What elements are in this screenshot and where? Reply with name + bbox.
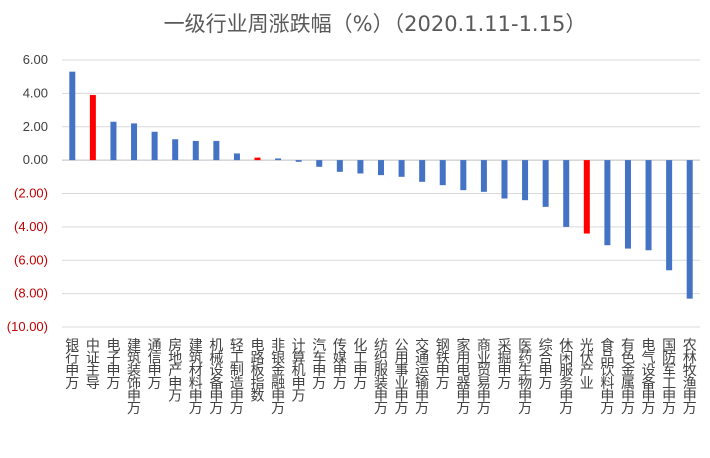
x-tick-label: 农林牧渔申万 (683, 338, 697, 417)
bar (583, 160, 590, 234)
x-tick-label: 综合申万 (539, 338, 553, 392)
x-tick-label: 中证主导 (86, 338, 100, 392)
x-tick-label: 商业贸易申万 (477, 338, 491, 417)
bar (213, 140, 220, 161)
x-tick-label: 采掘申万 (497, 338, 511, 392)
bar (316, 160, 323, 167)
y-tick-label: (8.00) (14, 286, 48, 301)
bar (336, 160, 343, 172)
bar (69, 71, 76, 161)
x-tick-label: 建筑装饰申万 (127, 338, 141, 417)
y-tick-label: (4.00) (14, 219, 48, 234)
bar (542, 160, 549, 207)
bar (275, 158, 282, 161)
bar (480, 160, 487, 192)
x-tick-label: 机械设备申万 (209, 338, 223, 417)
x-tick-label: 通信申万 (148, 338, 162, 392)
y-tick-label: 4.00 (23, 85, 48, 100)
x-tick-label: 电路板指数 (251, 338, 265, 404)
x-tick-label: 休闲服务申万 (559, 338, 573, 417)
y-tick-label: 0.00 (23, 152, 48, 167)
x-tick-label: 传媒申万 (333, 338, 347, 392)
x-tick-label: 公用事业申万 (395, 338, 409, 417)
bar (357, 160, 364, 174)
x-tick-label: 计算机申万 (292, 338, 306, 404)
bar (522, 160, 529, 201)
bar (604, 160, 611, 246)
y-tick-label: (6.00) (14, 252, 48, 267)
bar (398, 160, 405, 177)
x-tick-label: 建筑材料申万 (189, 338, 203, 417)
bar (151, 131, 158, 161)
x-axis-labels: 银行申万中证主导电子申万建筑装饰申万通信申万房地产申万建筑材料申万机械设备申万轻… (65, 337, 696, 417)
y-axis: 6.00 4.00 2.00 0.00 (2.00) (4.00) (6.00) (8.00)… (7, 52, 48, 334)
bar (254, 157, 261, 161)
x-tick-label: 家用电器申万 (456, 337, 470, 417)
bar (172, 139, 179, 161)
y-tick-label: 6.00 (23, 52, 48, 67)
x-tick-label: 银行申万 (65, 338, 79, 392)
x-tick-label: 食品饮料申万 (600, 337, 614, 417)
x-tick-label: 化工申万 (353, 338, 367, 392)
bar (110, 121, 117, 161)
chart-title: 一级行业周涨跌幅（%）（2020.1.11-1.15） (164, 12, 587, 36)
bar (460, 160, 467, 191)
bar (666, 160, 673, 271)
x-tick-label: 光伏产业 (580, 338, 594, 392)
bar (233, 153, 240, 161)
bar (686, 160, 693, 299)
bar (378, 160, 384, 176)
grid-lines (62, 59, 700, 328)
y-tick-label: (10.00) (7, 319, 48, 334)
bar (295, 160, 302, 162)
x-tick-label: 纺织服装申万 (374, 338, 388, 417)
x-tick-label: 非银金融申万 (271, 338, 285, 417)
bar (419, 160, 426, 182)
x-tick-label: 房地产申万 (168, 338, 182, 404)
bar (89, 95, 96, 161)
bar (645, 160, 652, 251)
x-tick-label: 轻工制造申万 (230, 338, 244, 417)
bar (624, 160, 631, 249)
bar (131, 123, 138, 161)
x-tick-label: 交通运输申万 (415, 337, 429, 417)
bar (439, 160, 446, 186)
bars (69, 71, 693, 299)
y-tick-label: 2.00 (23, 119, 48, 134)
y-tick-label: (2.00) (14, 186, 48, 201)
bar (192, 140, 199, 161)
x-tick-label: 国防军工申万 (662, 338, 676, 417)
bar (563, 160, 570, 227)
x-tick-label: 医药生物申万 (518, 338, 532, 417)
x-tick-label: 汽车申万 (312, 338, 326, 392)
x-tick-label: 钢铁申万 (436, 338, 450, 392)
bar (501, 160, 508, 199)
x-tick-label: 电子申万 (106, 338, 120, 392)
x-tick-label: 有色金属申万 (621, 338, 635, 417)
x-tick-label: 电气设备申万 (642, 338, 656, 417)
